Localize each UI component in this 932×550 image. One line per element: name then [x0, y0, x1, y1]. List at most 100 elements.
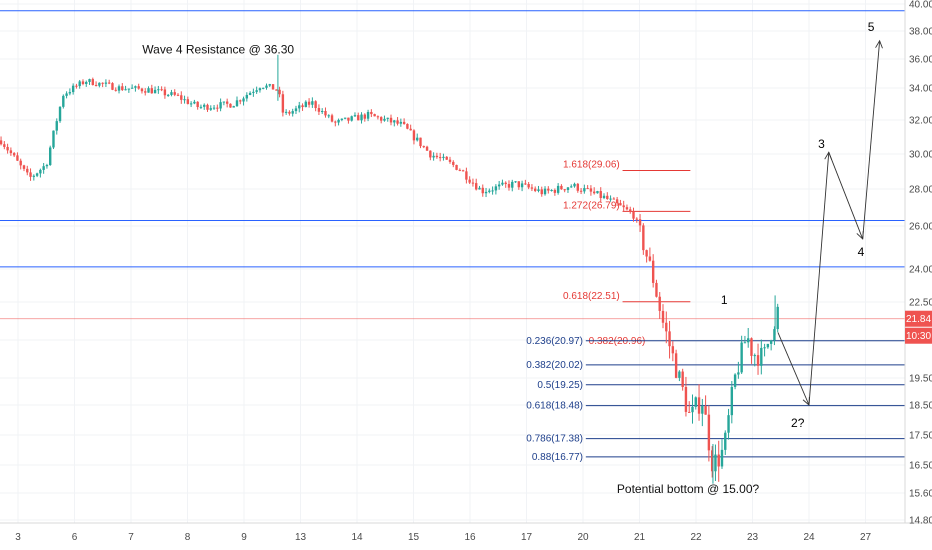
candle-body — [445, 156, 448, 160]
candle-body — [350, 116, 353, 121]
wave-label: 4 — [858, 245, 865, 259]
candle-body — [101, 82, 104, 84]
candle-body — [180, 95, 183, 100]
candle-body — [406, 123, 409, 129]
wave-segment — [828, 152, 864, 240]
candle-body — [62, 95, 65, 107]
candle-body — [642, 225, 645, 251]
candle-body — [438, 157, 442, 159]
candle-body — [583, 188, 586, 192]
candle-body — [658, 296, 661, 311]
fib-extension-label: 1.272(26.79) — [563, 200, 620, 211]
y-tick-label: 32.00 — [909, 116, 932, 127]
candle-body — [724, 432, 727, 450]
candle-body — [366, 111, 370, 119]
candle-body — [196, 101, 199, 108]
candle-body — [137, 86, 140, 89]
candle-body — [239, 100, 242, 102]
candle-body — [52, 130, 55, 148]
y-tick-label: 17.50 — [909, 431, 932, 442]
candle-body — [602, 195, 606, 198]
candle-body — [461, 170, 465, 172]
candle-body — [383, 118, 386, 121]
fib-retracement-label: 0.618(18.48) — [526, 401, 583, 412]
y-tick-label: 16.50 — [909, 461, 932, 472]
candle-body — [255, 90, 258, 92]
candle-body — [455, 164, 458, 170]
candle-body — [507, 184, 511, 188]
y-tick-label: 19.50 — [909, 374, 932, 385]
candle-body — [727, 415, 730, 433]
x-tick-label: 24 — [803, 532, 815, 543]
candle-body — [163, 89, 167, 96]
y-tick-label: 14.80 — [909, 516, 932, 527]
candle-body — [671, 346, 675, 354]
candle-body — [216, 107, 219, 109]
x-tick-label: 17 — [521, 532, 533, 543]
candle-body — [111, 83, 114, 90]
y-tick-label: 18.50 — [909, 401, 932, 412]
candle-body — [245, 94, 249, 99]
x-tick-label: 14 — [351, 532, 363, 543]
candle-body — [229, 103, 232, 108]
candle-body — [756, 355, 760, 366]
candle-body — [206, 104, 209, 110]
candle-body — [176, 94, 180, 96]
candle-body — [127, 88, 131, 90]
candle-body — [514, 181, 517, 183]
candle-body — [592, 191, 596, 194]
candle-body — [629, 209, 632, 212]
candle-body — [117, 86, 121, 91]
candle-body — [9, 150, 13, 154]
fibonacci-levels: 1.618(29.06) 1.272(26.79) 0.618(22.51) 0.38… — [526, 159, 905, 463]
candle-body — [317, 108, 321, 112]
wave-label: 1 — [721, 293, 728, 307]
candle-body — [540, 189, 543, 195]
wave-label: 2? — [791, 416, 805, 430]
candle-body — [645, 250, 648, 257]
x-axis[interactable]: 3 6 7 8 9 13 14 15 16 17 20 21 22 23 24 27 — [15, 532, 871, 543]
x-tick-label: 7 — [128, 532, 134, 543]
candle-body — [49, 147, 52, 166]
candle-body — [550, 189, 553, 191]
y-tick-label: 24.00 — [909, 265, 932, 276]
candle-body — [183, 99, 186, 101]
candle-body — [209, 108, 212, 110]
candle-body — [694, 397, 697, 407]
wave-segment — [862, 40, 881, 239]
chart-annotation: Wave 4 Resistance @ 36.30 — [142, 42, 294, 56]
candle-body — [471, 182, 475, 184]
candle-body — [55, 121, 58, 131]
candle-body — [504, 182, 507, 185]
candle-body — [674, 353, 678, 378]
candle-body — [769, 340, 773, 344]
candle-body — [26, 168, 29, 173]
candle-body — [262, 87, 265, 89]
grid — [0, 0, 905, 523]
candle-body — [494, 186, 498, 191]
candle-body — [6, 146, 9, 151]
candle-body — [278, 89, 281, 95]
candle-body — [71, 85, 75, 93]
x-tick-label: 21 — [634, 532, 646, 543]
candle-body — [212, 107, 216, 109]
x-tick-label: 22 — [690, 532, 702, 543]
candle-body — [376, 116, 380, 118]
candle-body — [766, 343, 770, 348]
candle-body — [619, 203, 622, 206]
candle-body — [720, 449, 724, 467]
fib-extension-label: 1.618(29.06) — [563, 159, 620, 170]
candle-body — [45, 165, 49, 167]
candle-body — [691, 406, 694, 413]
candle-body — [579, 190, 583, 192]
candle-body — [265, 85, 268, 88]
candle-body — [91, 79, 95, 85]
fib-retracement-label: 0.382(20.02) — [526, 360, 583, 371]
candle-body — [632, 211, 635, 219]
candle-body — [294, 108, 298, 112]
candle-body — [760, 347, 763, 366]
candle-body — [271, 84, 275, 90]
candle-body — [29, 172, 32, 177]
candle-body — [730, 386, 734, 416]
